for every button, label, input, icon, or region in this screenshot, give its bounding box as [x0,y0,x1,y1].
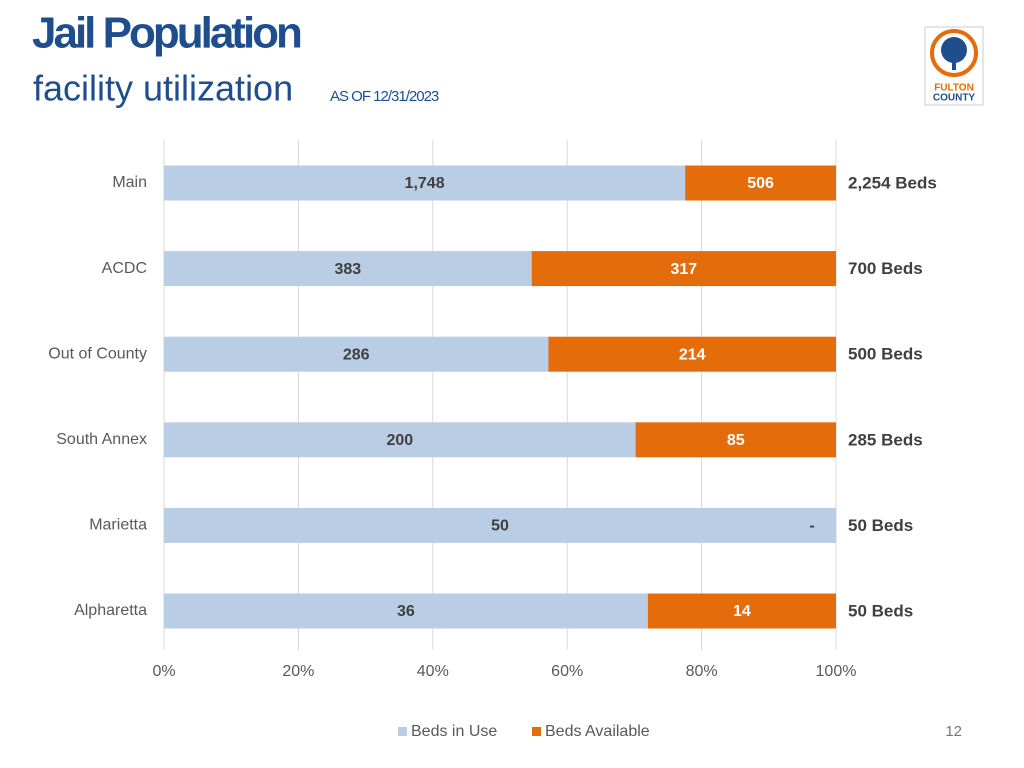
y-tick-label: Marietta [89,517,147,534]
page-number: 12 [945,723,962,740]
total-label: 500 Beds [848,345,923,364]
y-tick-label: Main [112,174,147,191]
bar [531,251,836,287]
total-label: 50 Beds [848,601,913,620]
value-label: 214 [679,346,706,363]
bar [647,593,836,629]
logo-text: COUNTY [933,93,976,104]
date-note: AS OF 12/31/2023 [330,88,439,105]
bar [164,251,532,287]
slide-subtitle: facility utilization [33,68,293,109]
chart: 0% 20% 40% 60% 80% 100% Main 1,748 506 2,254 Beds… [48,140,937,740]
x-tick-label: 100% [816,663,857,680]
y-tick-label: Out of County [48,345,147,362]
bar [685,165,836,201]
y-tick-label: ACDC [102,260,147,277]
value-label: 85 [727,432,745,449]
value-label: 286 [343,346,370,363]
y-tick-label: South Annex [56,431,147,448]
legend-label: Beds in Use [411,723,497,740]
total-label: 700 Beds [848,259,923,278]
bar [164,507,836,543]
slide-title: Jail Population [32,9,301,58]
legend-swatch [532,727,541,736]
bar [548,336,836,372]
x-tick-label: 40% [417,663,449,680]
bar [635,422,836,458]
bar [164,593,648,629]
value-label: - [809,518,814,535]
value-label: 1,748 [405,175,445,192]
value-label: 506 [747,175,774,192]
value-label: 14 [733,603,751,620]
logo-tree [941,37,967,63]
value-label: 383 [334,261,361,278]
x-tick-label: 60% [551,663,583,680]
legend-swatch [398,727,407,736]
x-tick-label: 0% [152,663,175,680]
x-tick-label: 80% [686,663,718,680]
bar [164,336,549,372]
value-label: 36 [397,603,415,620]
value-label: 50 [491,518,509,535]
total-label: 2,254 Beds [848,173,937,192]
x-tick-label: 20% [282,663,314,680]
bar [164,422,636,458]
logo-text: FULTON [934,83,974,94]
value-label: 200 [386,432,413,449]
total-label: 50 Beds [848,516,913,535]
y-tick-label: Alpharetta [74,602,147,619]
bar [164,165,686,201]
logo: FULTON COUNTY [924,26,984,106]
logo-ring [930,29,978,77]
logo-trunk [952,58,956,70]
total-label: 285 Beds [848,430,923,449]
value-label: 317 [670,261,697,278]
legend-label: Beds Available [545,723,650,740]
